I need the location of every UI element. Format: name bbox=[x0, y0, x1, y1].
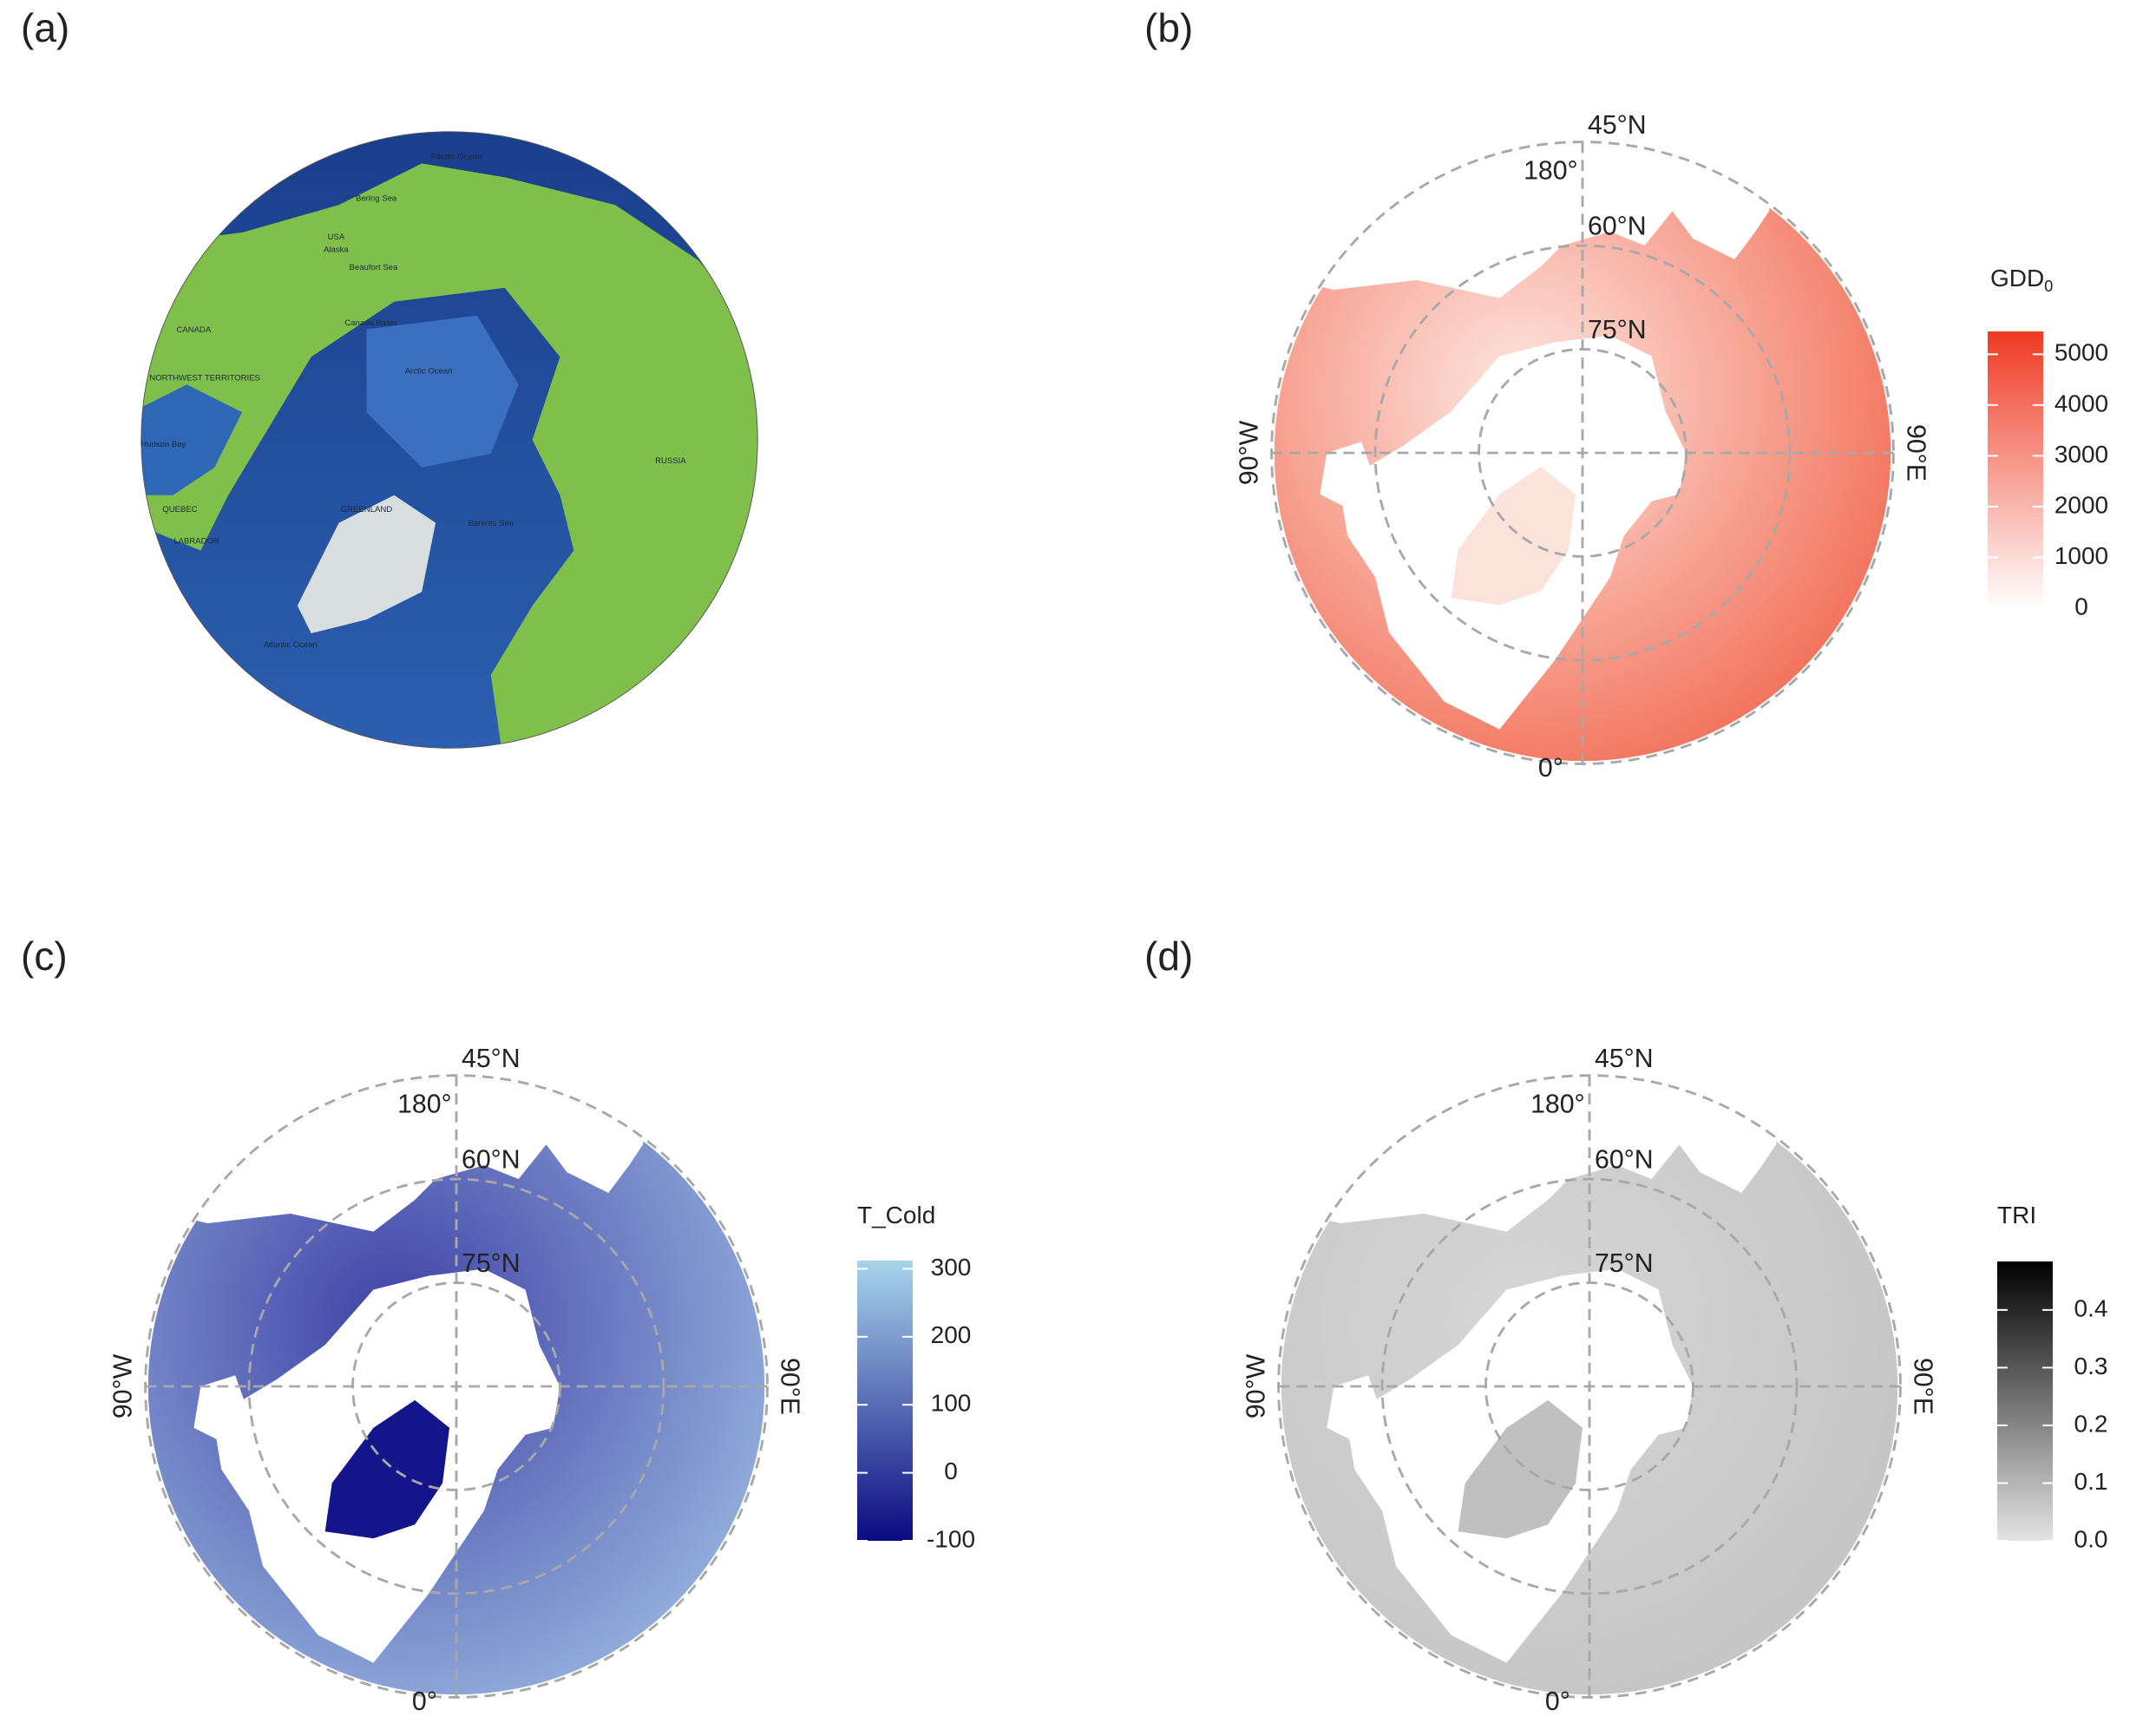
basemap bbox=[1281, 1078, 1898, 1695]
map-label: Alaska bbox=[324, 245, 349, 254]
colorbar bbox=[1988, 331, 2043, 608]
graticule bbox=[1373, 244, 1792, 662]
colorbar-tick-label: 3000 bbox=[2054, 441, 2108, 468]
basemap bbox=[147, 1078, 765, 1695]
graticule-label: 180° bbox=[1524, 157, 1578, 186]
graticule-label: 75°N bbox=[1588, 316, 1647, 344]
graticule-label: 90°W bbox=[109, 1353, 138, 1418]
basemap bbox=[1274, 144, 1891, 762]
colorbar-tick-label: -100 bbox=[927, 1525, 975, 1552]
land bbox=[141, 384, 243, 495]
graticule-label: 60°N bbox=[1588, 212, 1647, 240]
colorbar-tick-label: 5000 bbox=[2054, 339, 2108, 366]
map-label: GREENLAND bbox=[341, 505, 393, 514]
colorbar-tick-label: 0.1 bbox=[2074, 1468, 2108, 1495]
map-label: LABRADOR bbox=[174, 536, 220, 546]
ice bbox=[297, 495, 436, 634]
ocean bbox=[1327, 1375, 1383, 1442]
legend-title: T_Cold bbox=[857, 1202, 935, 1228]
graticule-label: 60°N bbox=[462, 1145, 521, 1174]
map-label: Pacific Ocean bbox=[431, 153, 482, 162]
map: 45°N 180° 60°N 75°N 90°W 90°E 0° bbox=[109, 1045, 804, 1716]
map-label: Hudson Bay bbox=[141, 440, 186, 449]
greenland bbox=[1458, 1399, 1583, 1539]
map-label: CANADA bbox=[176, 325, 211, 335]
graticule-label: 90°W bbox=[1242, 1353, 1271, 1418]
graticule-label: 180° bbox=[1530, 1091, 1585, 1119]
graticule-label: 180° bbox=[397, 1091, 452, 1119]
colorbar bbox=[1997, 1261, 2053, 1541]
map: 45°N 180° 60°N 75°N 90°W 90°E 0° bbox=[1242, 1045, 1937, 1716]
graticule-label: 75°N bbox=[462, 1249, 521, 1278]
graticule-label: 90°E bbox=[775, 1358, 803, 1415]
colorbar-tick-label: 0 bbox=[944, 1458, 958, 1484]
legend-title-subscript: 0 bbox=[2044, 278, 2053, 295]
map-label: Canada Basin bbox=[344, 318, 396, 328]
map: 45°N 180° 60°N 75°N 90°W 90°E 0° bbox=[1235, 111, 1930, 783]
graticule-label: 45°N bbox=[462, 1045, 521, 1073]
ocean bbox=[366, 315, 519, 468]
colorbar-tick-label: 2000 bbox=[2054, 491, 2108, 518]
map: Pacific Ocean Bering Sea USA Alaska CANADA NO… bbox=[141, 131, 758, 749]
colorbar-tick-label: 300 bbox=[931, 1254, 972, 1281]
map-label: Atlantic Ocean bbox=[264, 640, 318, 650]
colorbar-tick-label: 0.4 bbox=[2074, 1294, 2108, 1321]
colorbar-tick-label: 200 bbox=[931, 1321, 972, 1348]
legend-title: GDD0 bbox=[1990, 265, 2053, 295]
graticule-label: 90°E bbox=[1908, 1358, 1936, 1415]
graticule-label: 90°W bbox=[1235, 420, 1264, 485]
colorbar-tick-label: 0.2 bbox=[2074, 1410, 2108, 1437]
graticule-label: 75°N bbox=[1595, 1249, 1654, 1278]
colorbar-tick-label: 0 bbox=[2074, 593, 2088, 619]
map-label: Barents Sea bbox=[469, 519, 514, 528]
greenland bbox=[324, 1399, 450, 1539]
colorbar-tick-label: 1000 bbox=[2054, 542, 2108, 569]
graticule-label: 0° bbox=[1545, 1687, 1570, 1716]
ocean bbox=[1320, 442, 1376, 508]
graticule-label: 0° bbox=[1538, 754, 1563, 783]
map-label: QUEBEC bbox=[162, 505, 197, 514]
graticule-label: 45°N bbox=[1595, 1045, 1654, 1073]
graticule bbox=[247, 1177, 665, 1595]
map-edge bbox=[141, 131, 758, 749]
ocean bbox=[193, 1375, 250, 1442]
map-label: Beaufort Sea bbox=[350, 263, 398, 272]
map-label: USA bbox=[328, 233, 345, 242]
land bbox=[141, 163, 758, 749]
colorbar-tick-label: 100 bbox=[931, 1390, 972, 1417]
graticule bbox=[1277, 1074, 1902, 1699]
panel-label: (a) bbox=[21, 5, 69, 50]
graticule-label: 90°E bbox=[1901, 424, 1930, 482]
basemap bbox=[141, 131, 758, 749]
map-label: NORTHWEST TERRITORIES bbox=[149, 374, 260, 383]
panel-label: (d) bbox=[1144, 934, 1193, 979]
colorbar-tick-label: 0.0 bbox=[2074, 1525, 2108, 1552]
graticule-label: 0° bbox=[412, 1687, 437, 1716]
greenland bbox=[1451, 466, 1576, 606]
map-label: RUSSIA bbox=[655, 456, 686, 466]
colorbar-tick-label: 4000 bbox=[2054, 390, 2108, 416]
legend-title: TRI bbox=[1997, 1202, 2036, 1228]
panel-label: (b) bbox=[1144, 5, 1193, 50]
colorbar-tick-label: 0.3 bbox=[2074, 1353, 2108, 1379]
graticule bbox=[1380, 1177, 1799, 1595]
graticule-label: 45°N bbox=[1588, 111, 1647, 140]
panel-label: (c) bbox=[21, 934, 68, 979]
map-label: Bering Sea bbox=[356, 193, 397, 203]
graticule-label: 60°N bbox=[1595, 1145, 1654, 1174]
map-label: Arctic Ocean bbox=[405, 367, 453, 377]
colorbar bbox=[857, 1261, 913, 1541]
